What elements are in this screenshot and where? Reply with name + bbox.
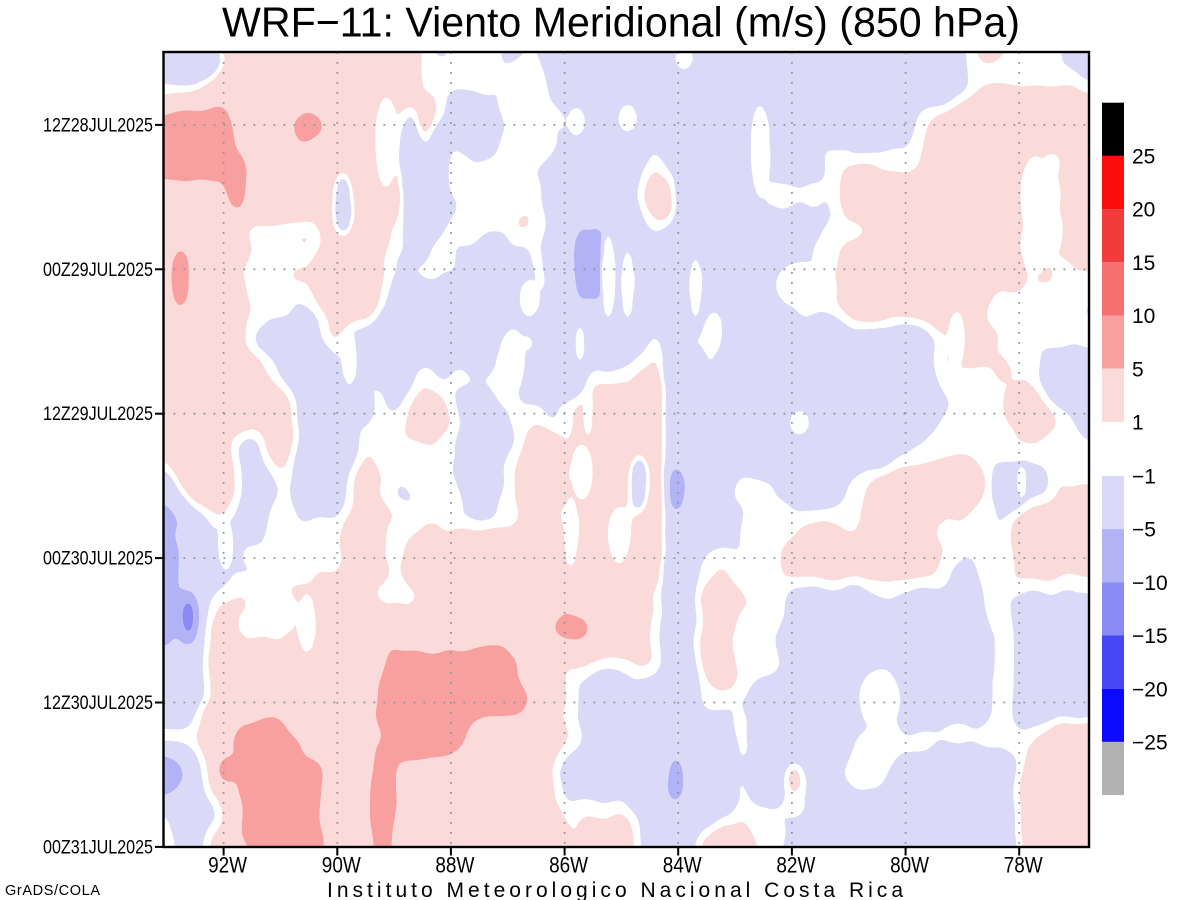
svg-text:5: 5 (1132, 358, 1144, 381)
svg-text:−15: −15 (1132, 625, 1168, 648)
svg-text:−10: −10 (1132, 572, 1168, 595)
svg-text:00Z29JUL2025: 00Z29JUL2025 (43, 260, 153, 281)
svg-text:78W: 78W (1004, 853, 1043, 878)
svg-text:15: 15 (1132, 252, 1155, 275)
svg-text:GrADS/COLA: GrADS/COLA (5, 883, 100, 899)
svg-text:84W: 84W (663, 853, 702, 878)
svg-text:80W: 80W (890, 853, 929, 878)
svg-text:00Z31JUL2025: 00Z31JUL2025 (43, 837, 153, 858)
svg-text:−20: −20 (1132, 678, 1168, 701)
svg-text:86W: 86W (549, 853, 588, 878)
svg-text:88W: 88W (435, 853, 474, 878)
svg-text:12Z30JUL2025: 12Z30JUL2025 (43, 693, 153, 714)
svg-text:10: 10 (1132, 305, 1155, 328)
svg-text:25: 25 (1132, 146, 1155, 169)
svg-text:92W: 92W (208, 853, 247, 878)
svg-text:00Z30JUL2025: 00Z30JUL2025 (43, 549, 153, 570)
svg-text:1: 1 (1132, 412, 1144, 435)
svg-text:20: 20 (1132, 199, 1155, 222)
svg-text:12Z28JUL2025: 12Z28JUL2025 (43, 115, 153, 136)
svg-text:90W: 90W (322, 853, 361, 878)
svg-text:Instituto Meteorologico Nacion: Instituto Meteorologico Nacional Costa R… (327, 879, 903, 900)
svg-text:−5: −5 (1132, 519, 1156, 542)
svg-text:12Z29JUL2025: 12Z29JUL2025 (43, 404, 153, 425)
svg-text:−25: −25 (1132, 732, 1168, 755)
svg-text:82W: 82W (776, 853, 815, 878)
svg-text:−1: −1 (1132, 466, 1156, 489)
svg-text:WRF−11: Viento Meridional (m/s: WRF−11: Viento Meridional (m/s) (850 hPa… (222, 0, 1020, 46)
